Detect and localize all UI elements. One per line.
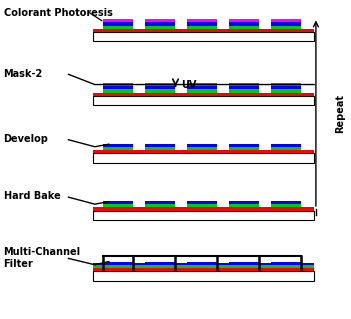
Bar — [145, 262, 175, 265]
Bar — [229, 201, 259, 204]
Bar — [103, 22, 133, 26]
Bar — [229, 89, 259, 93]
Bar — [93, 263, 103, 265]
Text: Develop: Develop — [4, 134, 48, 144]
Bar — [145, 19, 175, 22]
Bar — [229, 22, 259, 26]
Bar — [271, 265, 301, 268]
Bar — [229, 144, 259, 147]
Text: Multi-Channel
Filter: Multi-Channel Filter — [4, 247, 81, 269]
Bar — [93, 268, 314, 271]
Bar — [229, 147, 259, 150]
Bar — [271, 83, 301, 86]
Bar — [103, 86, 133, 89]
Bar — [145, 86, 175, 89]
Text: Repeat: Repeat — [335, 94, 345, 133]
Bar — [301, 263, 314, 265]
Text: Colorant Photoresis: Colorant Photoresis — [4, 8, 112, 18]
Bar — [187, 262, 217, 265]
Bar — [145, 83, 175, 86]
Bar — [271, 19, 301, 22]
Bar — [103, 201, 133, 204]
Bar — [271, 89, 301, 93]
Bar — [229, 262, 259, 265]
Bar — [103, 147, 133, 150]
Text: Hard Bake: Hard Bake — [4, 191, 60, 201]
Bar — [229, 204, 259, 207]
Bar — [175, 263, 187, 265]
Bar — [187, 89, 217, 93]
Bar — [217, 263, 229, 265]
Bar — [145, 265, 175, 268]
Bar — [187, 265, 217, 268]
Bar — [271, 26, 301, 29]
Bar — [187, 144, 217, 147]
Bar — [271, 201, 301, 204]
Bar — [103, 83, 133, 86]
Bar — [229, 19, 259, 22]
Bar — [103, 19, 133, 22]
Bar — [145, 204, 175, 207]
Bar — [271, 22, 301, 26]
Bar — [271, 147, 301, 150]
Text: Mask-2: Mask-2 — [4, 69, 43, 78]
Bar — [103, 26, 133, 29]
Bar — [145, 201, 175, 204]
Bar — [145, 89, 175, 93]
Bar — [93, 271, 314, 281]
Bar — [187, 204, 217, 207]
Bar — [229, 86, 259, 89]
Bar — [145, 26, 175, 29]
Bar — [133, 263, 145, 265]
Bar — [93, 153, 314, 163]
Bar — [187, 19, 217, 22]
Bar — [93, 265, 103, 268]
Bar — [229, 83, 259, 86]
Bar — [271, 144, 301, 147]
Bar — [103, 204, 133, 207]
Bar — [145, 147, 175, 150]
Bar — [93, 96, 314, 105]
Bar — [271, 86, 301, 89]
Bar — [187, 147, 217, 150]
Bar — [187, 83, 217, 86]
Bar — [93, 211, 314, 220]
Bar — [93, 150, 314, 153]
Bar — [103, 144, 133, 147]
Bar — [103, 89, 133, 93]
Bar — [145, 22, 175, 26]
Bar — [103, 262, 133, 265]
Bar — [301, 265, 314, 268]
Bar — [229, 265, 259, 268]
Bar — [187, 22, 217, 26]
Bar — [93, 207, 314, 211]
Bar — [145, 144, 175, 147]
Bar — [93, 93, 314, 96]
Bar — [103, 265, 133, 268]
Bar — [259, 263, 271, 265]
Bar — [217, 265, 229, 268]
Text: UV: UV — [181, 80, 196, 91]
Bar — [133, 265, 145, 268]
Bar — [93, 29, 314, 32]
Bar — [271, 262, 301, 265]
Bar — [93, 32, 314, 41]
Bar — [229, 26, 259, 29]
Bar — [187, 26, 217, 29]
Bar — [271, 204, 301, 207]
Bar — [187, 201, 217, 204]
Bar — [259, 265, 271, 268]
Bar — [175, 265, 187, 268]
Bar — [187, 86, 217, 89]
